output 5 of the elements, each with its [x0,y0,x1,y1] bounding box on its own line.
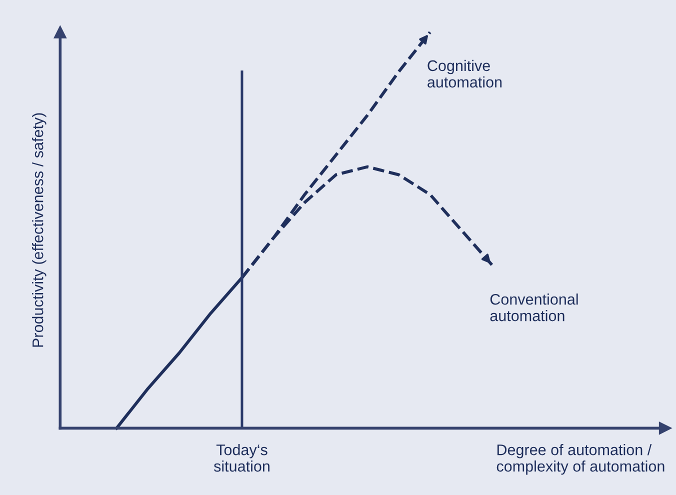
y-axis-title: Productivity (effectiveness / safety) [32,113,46,347]
series-label: Conventional automation [490,294,578,322]
text: Today‘s situation [214,444,270,472]
x-axis-title: Degree of automation / complexity of automation [496,444,664,475]
legend-label: Cognitive automation [428,60,502,88]
